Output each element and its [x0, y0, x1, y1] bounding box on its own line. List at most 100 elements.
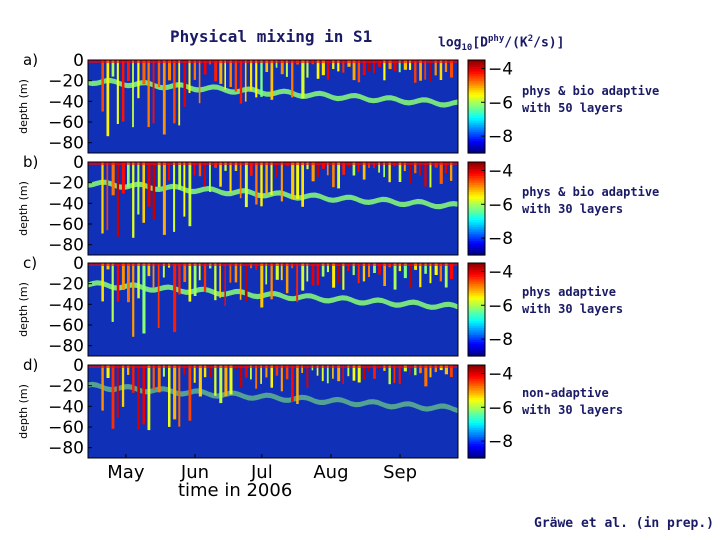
panel-c-colorbar-segment — [468, 325, 485, 329]
panel-d-colorbar-segment — [468, 378, 485, 382]
panel-a-colorbar-segment — [468, 134, 485, 138]
panel-a-colorbar-segment — [468, 141, 485, 145]
panel-b-mixing-spike — [147, 162, 151, 207]
panel-d-ylabel: depth (m) — [17, 384, 30, 439]
panel-b-colorbar-segment — [468, 245, 485, 249]
panel-a-mixing-spike — [260, 60, 263, 97]
panel-c-letter: c) — [23, 254, 37, 272]
panel-a-colorbar-segment — [468, 85, 485, 89]
panel-d-mixing-spike — [116, 365, 119, 418]
panel-a-mixing-spike — [224, 60, 226, 90]
panel-d-colorbar-segment — [468, 453, 485, 457]
panel-b-colorbar-segment — [468, 171, 485, 175]
panel-c-colorbar-segment — [468, 351, 485, 355]
panel-d-mixing-spike — [362, 365, 366, 380]
panel-a-mixing-spike — [291, 60, 294, 98]
panel-b-colorbar-segment — [468, 224, 485, 228]
panel-d-colorbar-segment — [468, 392, 485, 396]
panel-d-mixing-spike — [265, 365, 268, 378]
panel-c-mixing-spike — [132, 263, 135, 337]
panel-c-mixing-spike — [173, 263, 177, 333]
panel-a-colorbar-segment — [468, 87, 485, 91]
panel-b-description: phys & bio adaptive with 30 layers — [522, 184, 659, 218]
panel-a-mixing-spike — [193, 60, 196, 80]
panel-a-letter: a) — [23, 51, 38, 69]
panel-b-mixing-spike — [239, 162, 242, 199]
panel-a-ytick-label: 0 — [73, 51, 84, 71]
panel-a-mixing-spike — [234, 60, 238, 92]
panel-a-mixing-spike — [188, 60, 191, 93]
panel-a-colorbar-segment — [468, 122, 485, 126]
panel-b-colorbar-segment — [468, 180, 485, 184]
panel-b-colorbar-segment — [468, 217, 485, 221]
panel-c-mixing-spike — [368, 263, 370, 278]
panel-b-mixing-spike — [275, 162, 278, 177]
panel-b-colorbar-frame — [467, 161, 486, 256]
panel-b-colorbar-segment — [468, 178, 485, 182]
panel-c-mixing-spike — [429, 263, 432, 284]
panel-c-colorbar-segment — [468, 337, 485, 341]
panel-a-colorbar-segment — [468, 83, 485, 87]
panel-c-mixing-spike — [439, 263, 442, 282]
panel-c-ylabel: depth (m) — [17, 282, 30, 337]
panel-b-mixing-spike — [419, 162, 421, 176]
panel-d-mixing-spike — [450, 365, 453, 378]
panel-a-colorbar-segment — [468, 60, 485, 63]
panel-b-ytick-label: −80 — [48, 236, 84, 256]
panel-b-mixing-spike — [388, 162, 391, 183]
panel-d-mixing-spike — [132, 365, 135, 393]
panel-b-colorbar-segment — [468, 194, 485, 198]
panel-a-mixing-spike — [301, 60, 305, 99]
panel-d-mixing-spike — [388, 365, 391, 385]
panel-d-mixing-spike — [173, 365, 177, 420]
panel-b-colorbar-segment — [468, 192, 485, 196]
panel-a-mixing-spike — [152, 60, 155, 124]
cb-mid: [D — [472, 35, 488, 51]
panel-b-colorbar-segment — [468, 234, 485, 237]
panel-a-colorbar-segment — [468, 104, 485, 108]
panel-b-colorbar-segment — [468, 236, 485, 240]
panel-d-colorbar-segment — [468, 381, 485, 385]
panel-b-colorbar-segment — [468, 206, 485, 210]
panel-d-mixing-spike — [162, 365, 165, 377]
panel-c-colorbar-segment — [468, 328, 485, 331]
panel-c-desc-line2: with 30 layers — [522, 302, 624, 316]
panel-c-colorbar-segment — [468, 318, 485, 322]
panel-b-ylabel: depth (m) — [17, 181, 30, 236]
panel-d-mixing-spike — [296, 365, 299, 404]
panel-d-ytick-label: 0 — [73, 356, 84, 376]
panel-b-mixing-spike — [270, 162, 273, 196]
panel-a-mixing-spike — [342, 60, 345, 73]
panel-a-colorbar-tick-label: −4 — [488, 59, 513, 79]
panel-a-colorbar-segment — [468, 69, 485, 73]
panel-a-mixing-spike — [444, 60, 448, 72]
panel-d-colorbar-segment — [468, 434, 485, 438]
panel-c-mixing-spike — [198, 263, 201, 281]
figure-title: Physical mixing in S1 — [170, 27, 373, 46]
panel-c-frame — [87, 262, 459, 357]
panel-a-mixing-spike — [265, 60, 269, 72]
panel-b-mixing-spike — [296, 162, 300, 199]
panel-a-mixing-spike — [111, 60, 115, 77]
panel-d-mixing-spike — [214, 365, 217, 396]
panel-b-mixing-spike — [306, 162, 309, 170]
panel-b-mixing-spike — [188, 162, 192, 227]
panel-d-mixing-spike — [326, 365, 329, 384]
panel-b-colorbar-segment — [468, 229, 485, 233]
panel-a-surface-layer — [88, 60, 458, 63]
panel-c-colorbar-segment — [468, 330, 485, 334]
panel-d-colorbar-segment — [468, 437, 485, 440]
panel-a-mixing-spike — [398, 60, 401, 73]
panel-a-mixing-spike — [219, 60, 223, 84]
panel-a-mixing-spike — [239, 60, 243, 104]
panel-c-mixing-spike — [362, 263, 366, 282]
panel-c-mixing-spike — [137, 263, 140, 299]
panel-d-mixing-spike — [147, 365, 151, 431]
panel-a-mixing-spike — [383, 60, 386, 81]
panel-a-colorbar-frame — [467, 59, 486, 154]
panel-c-mixing-spike — [101, 263, 104, 302]
panel-d-ytick-label: −40 — [48, 397, 84, 417]
panel-c-mixing-spike — [342, 263, 345, 290]
panel-d-letter: d) — [23, 356, 38, 374]
panel-d-desc-line1: non-adaptive — [522, 386, 609, 400]
